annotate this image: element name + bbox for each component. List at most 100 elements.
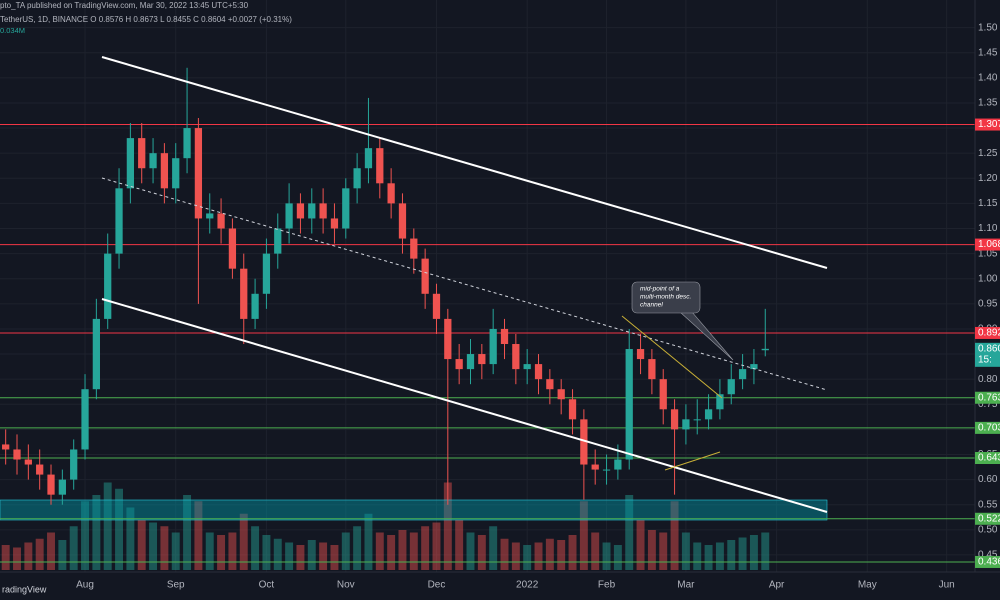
candle-body	[478, 354, 486, 365]
volume-bar	[341, 532, 350, 570]
candle-body	[704, 409, 713, 420]
time-axis: Aug Sep Oct Nov Dec 2022 Feb Mar Apr May Jun	[76, 580, 955, 591]
y-tick-label: 1.45	[978, 47, 998, 58]
y-tick-label: 1.25	[978, 148, 998, 159]
volume-bar	[489, 526, 498, 570]
candle-body	[274, 228, 282, 254]
last-price-label: 0.8604	[978, 343, 1000, 354]
candle-body	[228, 228, 237, 269]
candle-body	[512, 344, 520, 370]
candle-body	[387, 183, 395, 204]
candle-body	[614, 459, 622, 470]
volume-bar	[715, 542, 724, 570]
candle-body	[342, 188, 350, 229]
volume-bar	[761, 532, 770, 570]
levels	[0, 124, 975, 563]
volume-bar	[500, 538, 509, 570]
volume-bar	[421, 526, 430, 570]
candle-body	[58, 479, 66, 495]
candle-body	[81, 389, 89, 450]
countdown-label: 15:	[978, 354, 992, 365]
x-tick-label: Aug	[76, 580, 94, 591]
volume-bar	[273, 538, 282, 570]
candle-body	[398, 203, 407, 239]
candle-body	[206, 213, 214, 219]
level-label: 1.0680	[978, 239, 1000, 250]
volume-bar	[681, 532, 690, 570]
level-label: 0.7630	[978, 392, 1000, 403]
x-tick-label: 2022	[516, 580, 539, 591]
logo: radingView	[2, 584, 47, 594]
volume-bar	[749, 535, 758, 570]
candle-body	[104, 253, 112, 319]
level-label-box	[975, 555, 1000, 568]
candle-body	[557, 389, 565, 400]
volume-bar	[693, 542, 702, 570]
candle-body	[70, 449, 78, 480]
y-tick-label: 0.55	[978, 499, 998, 510]
candle-body	[716, 394, 724, 410]
volume-bar	[523, 545, 532, 570]
x-tick-label: Apr	[769, 580, 785, 591]
volume-bar	[443, 482, 452, 570]
level-label-box	[975, 391, 1000, 404]
candle-body	[183, 128, 191, 159]
volume-bar	[398, 530, 407, 570]
volume-bar	[364, 513, 373, 570]
x-tick-label: Oct	[259, 580, 275, 591]
candle-body	[682, 419, 690, 430]
price-axis: 0.450.500.550.600.650.700.750.800.850.90…	[975, 22, 1000, 568]
volume-bar	[251, 526, 260, 570]
volume-bar	[137, 520, 146, 570]
candle-body	[750, 364, 758, 370]
candle-body	[13, 449, 21, 460]
candle-body	[194, 128, 203, 219]
candle-body	[580, 419, 588, 465]
volume-pane	[1, 482, 770, 570]
candle-body	[636, 349, 645, 360]
candle-body	[172, 158, 180, 189]
y-tick-label: 1.35	[978, 98, 998, 109]
level-label-box	[975, 452, 1000, 465]
candle-body	[240, 268, 248, 319]
volume-bar	[24, 542, 33, 570]
candle-body	[602, 469, 611, 471]
candle-body	[500, 328, 509, 345]
candle-body	[534, 364, 543, 380]
volume-bar	[511, 542, 520, 570]
x-tick-label: Nov	[337, 580, 355, 591]
y-tick-label: 0.80	[978, 374, 998, 385]
volume-bar	[455, 520, 464, 570]
demand-zone	[0, 499, 828, 521]
level-label: 1.3070	[978, 119, 1000, 130]
volume-bar	[307, 540, 316, 570]
volume-bar	[92, 495, 101, 570]
volume-bar	[115, 488, 124, 570]
y-tick-label: 1.15	[978, 198, 998, 209]
channel-upper	[101, 56, 828, 269]
y-tick-label: 1.10	[978, 223, 998, 234]
candle-body	[455, 359, 463, 370]
volume-bar	[704, 545, 713, 570]
volume-bar	[375, 532, 384, 570]
x-tick-label: Sep	[167, 580, 185, 591]
candle-body	[648, 359, 656, 380]
level-label-box	[975, 421, 1000, 434]
volume-bar	[47, 532, 55, 570]
callout-text: channel	[640, 302, 663, 309]
candle-body	[285, 203, 293, 229]
level-label-box	[975, 512, 1000, 525]
volume-bar	[296, 545, 305, 570]
candle-body	[738, 369, 747, 380]
y-tick-label: 0.50	[978, 524, 998, 535]
candle-body	[126, 138, 135, 189]
y-tick-label: 0.75	[978, 399, 998, 410]
candle-body	[36, 464, 44, 475]
level-label: 0.6430	[978, 453, 1000, 464]
volume-bar	[602, 542, 611, 570]
volume-bar	[409, 532, 418, 570]
x-tick-label: Jun	[939, 580, 955, 591]
x-tick-label: Feb	[598, 580, 616, 591]
candle-body	[568, 399, 577, 420]
candle-body	[353, 168, 361, 189]
